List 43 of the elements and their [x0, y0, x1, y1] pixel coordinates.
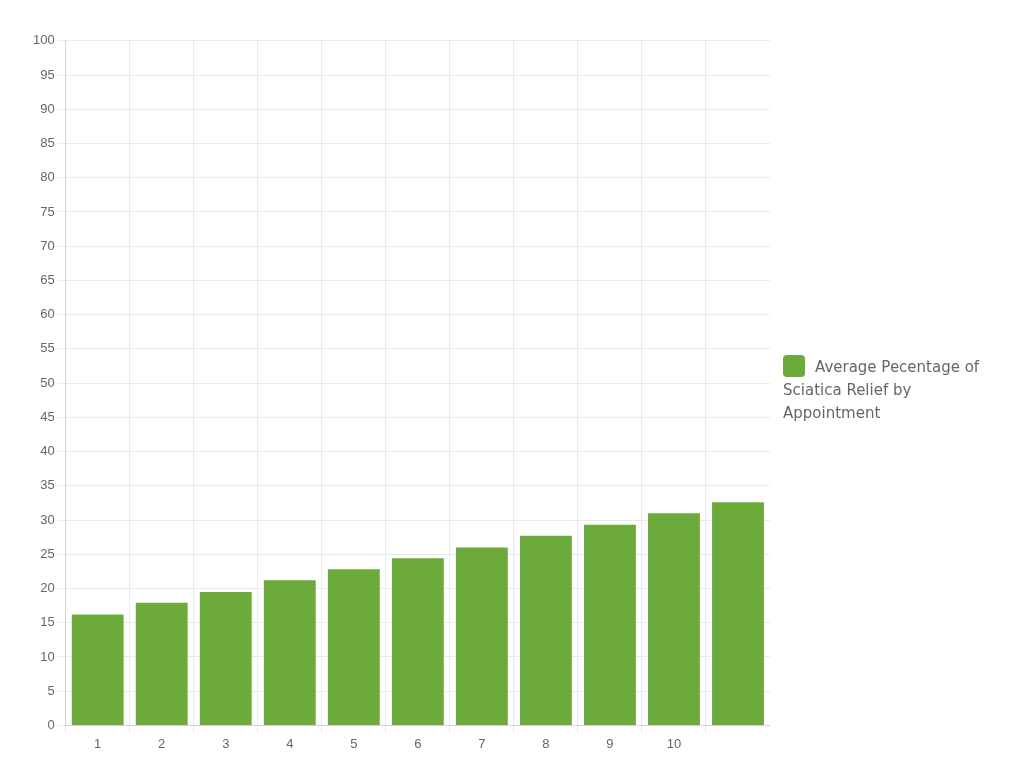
x-tick-label: 4 [286, 735, 294, 751]
y-tick-label: 95 [40, 66, 55, 82]
y-tick-label: 30 [40, 511, 55, 527]
bar [327, 569, 380, 725]
bar [199, 591, 252, 725]
y-tick-label: 60 [40, 306, 55, 322]
y-tick-label: 5 [47, 682, 55, 698]
y-tick-label: 65 [40, 271, 55, 287]
y-tick-label: 45 [40, 408, 55, 424]
y-tick-label: 40 [40, 443, 55, 459]
y-tick-label: 70 [40, 237, 55, 253]
bar [135, 602, 188, 725]
y-tick-label: 25 [40, 545, 55, 561]
x-tick-label: 5 [350, 735, 358, 751]
bar [648, 513, 700, 725]
bar [71, 614, 124, 725]
y-tick-label: 20 [40, 580, 55, 596]
y-tick-label: 85 [40, 135, 55, 151]
y-tick-label: 80 [40, 169, 55, 185]
x-tick-label: 3 [222, 735, 230, 751]
bar [455, 547, 508, 725]
bar [584, 524, 636, 725]
x-tick-label: 9 [606, 735, 614, 751]
y-tick-label: 15 [40, 614, 55, 630]
bar [391, 558, 444, 725]
x-tick-label: 1 [94, 735, 102, 751]
y-tick-label: 35 [40, 477, 55, 493]
y-tick-label: 0 [47, 716, 55, 732]
y-tick-label: 90 [40, 100, 55, 116]
y-tick-label: 100 [32, 32, 55, 48]
x-tick-label: 6 [414, 735, 422, 751]
x-tick-label: 10 [666, 735, 682, 751]
bar [263, 580, 316, 725]
y-tick-label: 10 [40, 648, 55, 664]
y-tick-label: 55 [40, 340, 55, 356]
legend-label: Average Pecentage of Sciatica Relief by Appointment [783, 357, 981, 424]
bar [519, 535, 572, 725]
x-tick-label: 7 [478, 735, 486, 751]
bar [712, 502, 764, 725]
x-tick-label: 2 [158, 735, 166, 751]
y-tick-label: 50 [40, 374, 55, 390]
x-tick-label: 8 [542, 735, 550, 751]
y-tick-label: 75 [40, 203, 55, 219]
